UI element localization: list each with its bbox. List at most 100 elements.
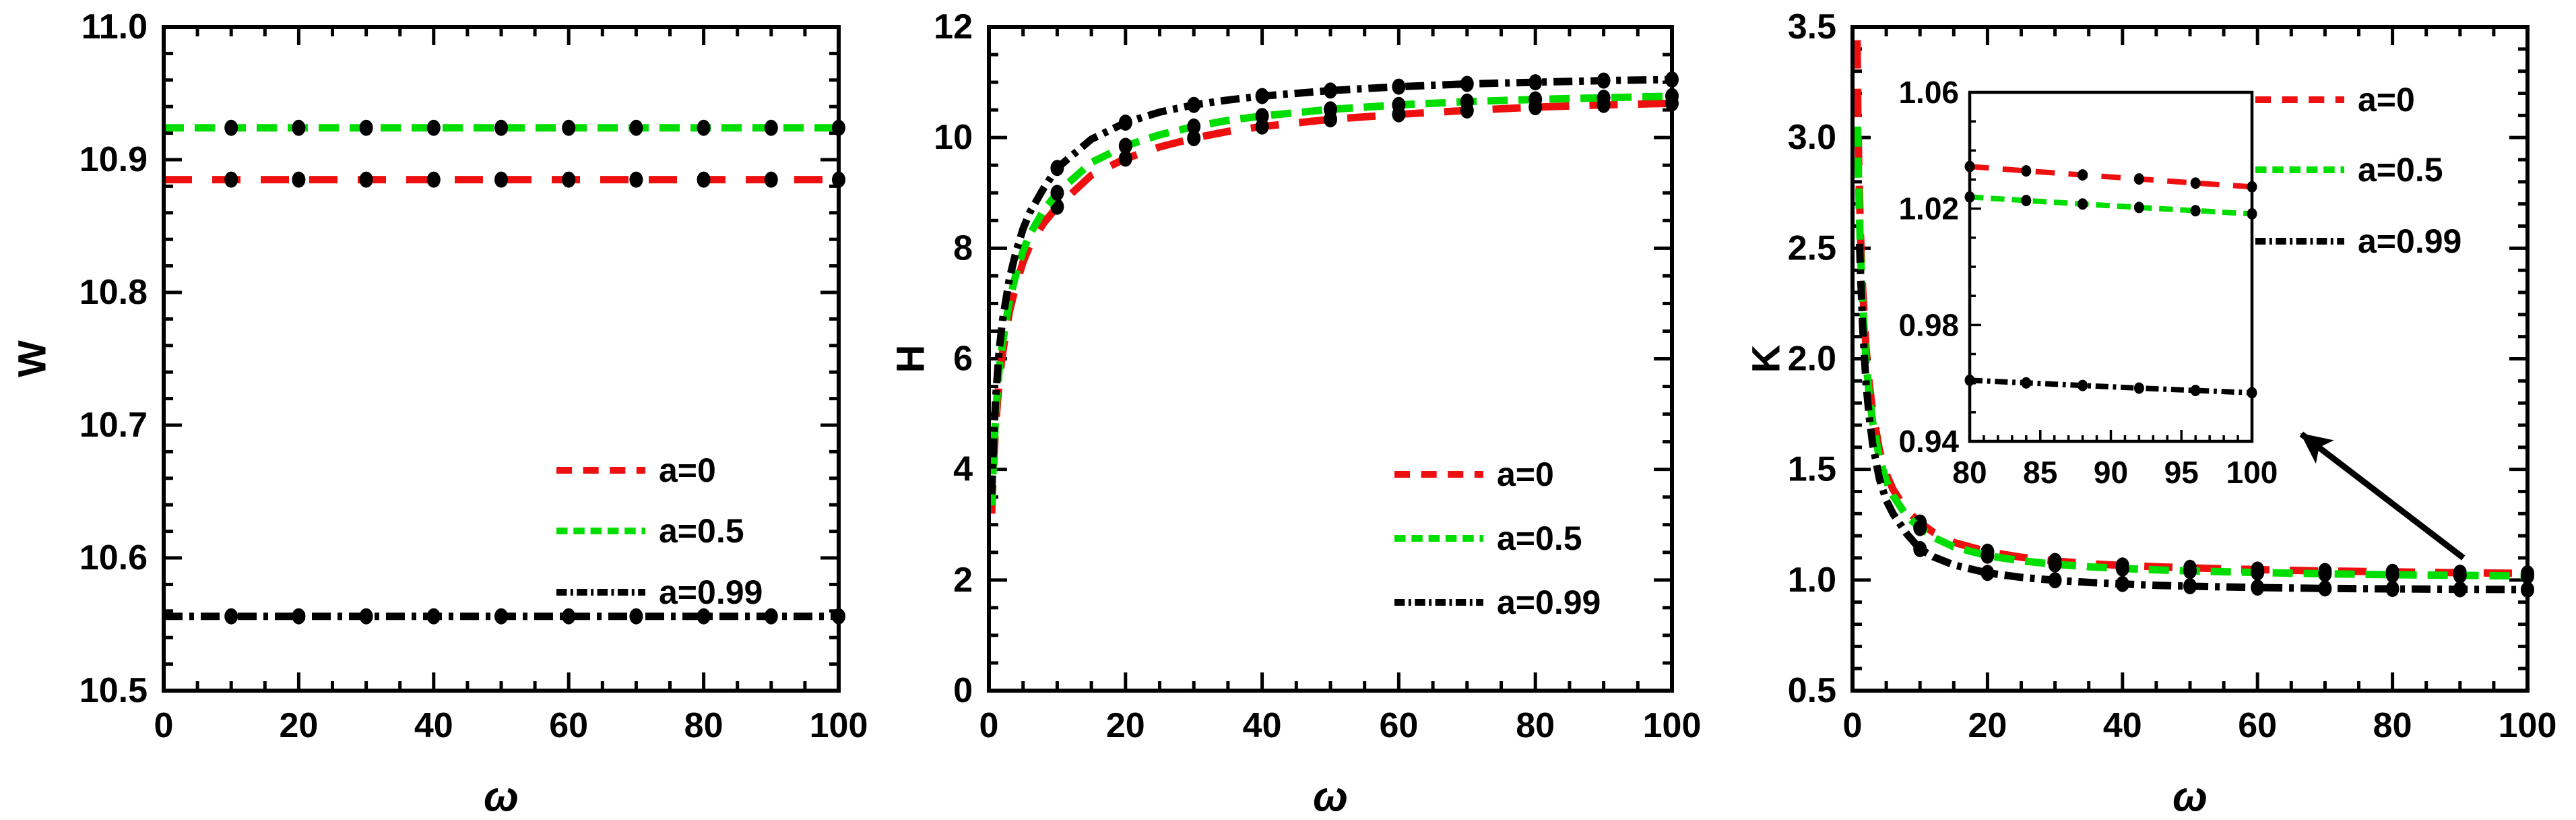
- data-point-marker: [224, 171, 238, 188]
- x-tick-label: 80: [684, 706, 723, 745]
- data-point-marker: [1460, 93, 1474, 110]
- legend-label: a=0.99: [1497, 584, 1601, 621]
- data-point-marker: [1913, 519, 1927, 536]
- data-point-marker: [2021, 165, 2032, 177]
- x-tick-label: 90: [2094, 455, 2128, 490]
- y-tick-label: 3.5: [1788, 7, 1836, 46]
- data-point-marker: [2133, 173, 2144, 185]
- legend: a=0 a=0.5 a=0.99: [556, 451, 763, 611]
- plot-frame: [987, 25, 1674, 693]
- y-tick-label: 10.6: [79, 538, 148, 577]
- data-point-marker: [426, 171, 441, 188]
- data-point-marker: [2385, 581, 2400, 597]
- data-point-marker: [2021, 195, 2032, 207]
- data-point-marker: [2318, 580, 2332, 597]
- data-point-marker: [1528, 91, 1543, 108]
- tick-labels: 0 20 40 60 80 100 0.5 1.0 1.5 2.0 2.5 3.0 3.5: [1788, 7, 2557, 745]
- data-point-marker: [2453, 581, 2467, 598]
- x-tick-label: 20: [1968, 706, 2007, 745]
- data-point-marker: [2078, 379, 2088, 391]
- plot-frame: [162, 25, 841, 693]
- data-point-marker: [562, 119, 576, 136]
- legend-label: a=0.99: [2358, 222, 2461, 260]
- legend-label: a=0.99: [659, 573, 763, 611]
- data-point-marker: [426, 119, 441, 136]
- data-point-marker: [1118, 150, 1132, 167]
- legend: a=0 a=0.5 a=0.99: [2255, 81, 2461, 260]
- legend-label: a=0.5: [2358, 151, 2443, 189]
- y-axis-label: K: [1745, 344, 1789, 373]
- tick-labels: 0 20 40 60 80 100 10.5 10.6 10.7 10.8 10.9 11.0: [79, 7, 868, 745]
- data-point-marker: [1597, 90, 1611, 106]
- data-point-marker: [2133, 201, 2144, 214]
- data-point-marker: [2115, 575, 2129, 592]
- y-tick-label: 2.5: [1788, 228, 1836, 267]
- y-tick-label: 0.98: [1898, 307, 1959, 342]
- data-point-marker: [2078, 198, 2088, 210]
- data-point-marker: [1255, 108, 1269, 125]
- data-point-marker: [1392, 96, 1406, 113]
- data-point-marker: [292, 171, 306, 188]
- x-tick-label: 60: [549, 706, 588, 745]
- series-a05: [164, 119, 845, 136]
- inset-plot: 80 85 90 95 100 0.94 0.98 1.02 1.06: [1898, 75, 2278, 490]
- x-tick-label: 40: [414, 706, 453, 745]
- data-point-marker: [1187, 96, 1201, 113]
- y-tick-label: 3.0: [1788, 118, 1836, 157]
- data-point-marker: [764, 171, 778, 188]
- y-tick-label: 4: [953, 450, 973, 489]
- y-tick-label: 10.8: [79, 273, 148, 312]
- data-point-marker: [764, 608, 778, 625]
- data-point-marker: [359, 171, 373, 188]
- y-tick-label: 1.5: [1788, 450, 1836, 489]
- x-tick-label: 100: [1643, 706, 1702, 745]
- legend-label: a=0: [659, 451, 716, 489]
- series-a0: [1964, 160, 2257, 193]
- data-point-marker: [2190, 177, 2201, 189]
- data-point-marker: [494, 608, 508, 625]
- data-point-marker: [1597, 72, 1611, 89]
- x-tick-label: 100: [2226, 455, 2278, 490]
- data-point-marker: [1392, 78, 1406, 95]
- y-tick-label: 0.5: [1788, 671, 1836, 710]
- data-point-marker: [629, 608, 643, 625]
- y-tick-label: 8: [953, 228, 973, 267]
- x-tick-label: 20: [279, 706, 318, 745]
- data-point-marker: [2048, 556, 2062, 573]
- y-tick-label: 6: [953, 340, 973, 379]
- series-line: [1970, 164, 2252, 190]
- y-tick-label: 10: [934, 118, 973, 157]
- data-point-marker: [2183, 563, 2197, 579]
- series-a099: [989, 71, 1679, 495]
- x-tick-label: 80: [1952, 455, 1987, 490]
- data-point-marker: [1255, 88, 1269, 104]
- y-tick-label: 0.94: [1898, 424, 1959, 459]
- y-tick-label: 10.5: [79, 671, 148, 710]
- x-tick-label: 40: [2103, 706, 2142, 745]
- x-tick-label: 80: [2373, 706, 2412, 745]
- series-line: [989, 75, 1672, 495]
- data-point-marker: [562, 171, 576, 188]
- data-point-marker: [1118, 137, 1132, 154]
- y-tick-label: 1.06: [1898, 75, 1959, 110]
- data-point-marker: [359, 119, 373, 136]
- data-point-marker: [764, 119, 778, 136]
- inset-frame: [1968, 90, 2254, 443]
- data-point-marker: [1981, 547, 1995, 564]
- legend-label: a=0: [1497, 455, 1554, 493]
- data-point-marker: [2048, 572, 2062, 589]
- data-point-marker: [224, 119, 238, 136]
- inset-pointer-arrow: [2299, 431, 2466, 561]
- data-point-marker: [2183, 578, 2197, 594]
- x-tick-label: 80: [1516, 706, 1555, 745]
- x-tick-label: 100: [810, 706, 868, 745]
- x-tick-label: 0: [979, 706, 999, 745]
- y-tick-label: 10.7: [79, 406, 148, 445]
- data-point-marker: [2115, 560, 2129, 577]
- data-point-marker: [1187, 118, 1201, 135]
- data-point-marker: [494, 171, 508, 188]
- legend-label: a=0.5: [1497, 519, 1582, 557]
- y-axis-label: H: [889, 345, 933, 373]
- data-point-marker: [1913, 540, 1927, 557]
- inset-background: [1970, 92, 2252, 441]
